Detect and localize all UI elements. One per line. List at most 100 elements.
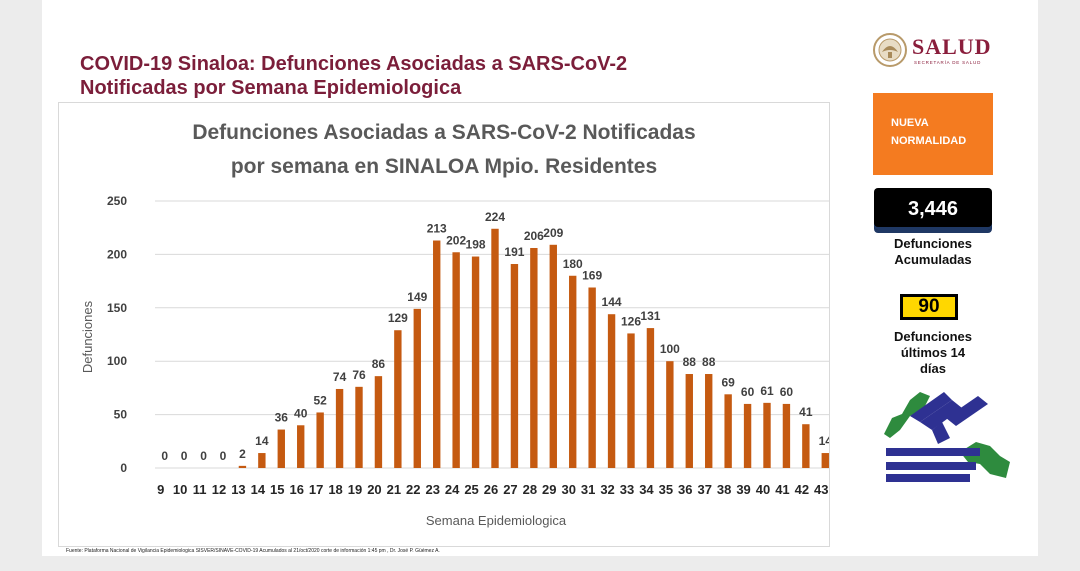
recent-deaths-value: 90 bbox=[900, 294, 958, 320]
bar bbox=[413, 308, 421, 468]
y-axis-ticks: 0 50 100 150 200 250 bbox=[107, 194, 127, 475]
slide: COVID-19 Sinaloa: Defunciones Asociadas … bbox=[42, 0, 1038, 556]
x-axis-label: Semana Epidemiologica bbox=[426, 513, 567, 528]
bars bbox=[238, 228, 829, 468]
y-axis-label: Defunciones bbox=[80, 300, 95, 373]
data-label: 76 bbox=[352, 368, 366, 382]
data-label: 52 bbox=[313, 393, 327, 407]
x-tick-label: 39 bbox=[736, 482, 750, 497]
x-tick-label: 43 bbox=[814, 482, 828, 497]
source-note: Fuente: Plataforma Nacional de Vigilanci… bbox=[66, 548, 440, 554]
data-label: 0 bbox=[220, 449, 227, 463]
bar bbox=[374, 376, 383, 468]
data-label: 0 bbox=[200, 449, 207, 463]
cumulative-label-line1: Defunciones bbox=[893, 236, 972, 251]
data-label: 206 bbox=[524, 229, 544, 243]
data-label: 131 bbox=[640, 309, 660, 323]
bar bbox=[491, 228, 499, 468]
x-tick-label: 27 bbox=[503, 482, 517, 497]
y-tick-label: 150 bbox=[107, 301, 127, 315]
cumulative-deaths-value: 3,446 bbox=[874, 188, 992, 230]
x-axis-ticks: 9 10 11 12 13 14 15 16 17 18 19 20 21 22 23 24 25 26 27 28 2… bbox=[157, 482, 828, 497]
bar bbox=[821, 453, 829, 468]
bar bbox=[549, 244, 557, 468]
cumulative-label-line2: Acumuladas bbox=[894, 252, 972, 267]
slide-title: COVID-19 Sinaloa: Defunciones Asociadas … bbox=[80, 52, 627, 100]
bar bbox=[802, 424, 810, 468]
chart-container: Defunciones Asociadas a SARS-CoV-2 Notif… bbox=[58, 102, 830, 547]
bar bbox=[316, 412, 324, 468]
x-tick-label: 29 bbox=[542, 482, 556, 497]
data-label: 14 bbox=[819, 434, 829, 448]
bar bbox=[666, 361, 674, 468]
x-tick-label: 41 bbox=[775, 482, 789, 497]
data-label: 36 bbox=[275, 411, 289, 425]
data-label: 69 bbox=[721, 375, 735, 389]
x-tick-label: 20 bbox=[367, 482, 381, 497]
bar bbox=[705, 374, 713, 468]
x-tick-label: 40 bbox=[756, 482, 770, 497]
x-tick-label: 24 bbox=[445, 482, 460, 497]
data-label: 0 bbox=[181, 449, 188, 463]
slide-title-line2: Notificadas por Semana Epidemiologica bbox=[80, 77, 462, 99]
x-tick-label: 10 bbox=[173, 482, 187, 497]
badge-line1: NUEVA bbox=[891, 117, 929, 129]
x-tick-label: 37 bbox=[697, 482, 711, 497]
x-tick-label: 11 bbox=[193, 482, 207, 497]
x-tick-label: 34 bbox=[639, 482, 654, 497]
data-label: 144 bbox=[602, 295, 622, 309]
x-tick-label: 23 bbox=[425, 482, 439, 497]
bar bbox=[685, 374, 693, 468]
bar bbox=[627, 333, 635, 468]
bar bbox=[452, 252, 460, 468]
bar bbox=[782, 403, 791, 468]
y-tick-label: 50 bbox=[114, 408, 128, 422]
x-tick-label: 18 bbox=[328, 482, 342, 497]
x-tick-label: 26 bbox=[484, 482, 498, 497]
x-tick-label: 13 bbox=[231, 482, 245, 497]
x-tick-label: 33 bbox=[620, 482, 634, 497]
bar bbox=[433, 240, 441, 468]
data-label: 224 bbox=[485, 210, 505, 224]
data-label: 129 bbox=[388, 311, 408, 325]
logo-subtitle: SECRETARÍA DE SALUD bbox=[914, 60, 982, 65]
y-tick-label: 200 bbox=[107, 247, 127, 261]
x-tick-label: 14 bbox=[251, 482, 266, 497]
x-tick-label: 19 bbox=[348, 482, 362, 497]
data-label: 191 bbox=[504, 245, 524, 259]
recent-label-line3: días bbox=[919, 361, 946, 376]
bar bbox=[394, 330, 402, 468]
badge-line2: NORMALIDAD bbox=[891, 135, 967, 147]
x-tick-label: 17 bbox=[309, 482, 323, 497]
data-label: 100 bbox=[660, 342, 680, 356]
bar-chart: Defunciones Asociadas a SARS-CoV-2 Notif… bbox=[80, 121, 829, 528]
data-label: 60 bbox=[741, 385, 755, 399]
bar bbox=[335, 388, 344, 468]
x-tick-label: 38 bbox=[717, 482, 731, 497]
bar bbox=[277, 429, 285, 468]
bar bbox=[569, 275, 577, 468]
bar bbox=[510, 264, 519, 468]
data-label: 88 bbox=[702, 355, 716, 369]
bar bbox=[530, 247, 538, 468]
x-tick-label: 28 bbox=[523, 482, 537, 497]
data-label: 40 bbox=[294, 406, 308, 420]
sinaloa-emblem-icon bbox=[884, 392, 1010, 482]
data-label: 209 bbox=[543, 226, 563, 240]
x-tick-label: 42 bbox=[795, 482, 809, 497]
y-tick-label: 250 bbox=[107, 194, 127, 208]
data-label: 41 bbox=[799, 405, 813, 419]
bar bbox=[763, 402, 771, 468]
data-label: 126 bbox=[621, 314, 641, 328]
x-tick-label: 21 bbox=[387, 482, 401, 497]
data-label: 0 bbox=[161, 449, 168, 463]
bar bbox=[607, 314, 616, 468]
data-label: 198 bbox=[466, 238, 486, 252]
cumulative-deaths-label: Defunciones Acumuladas bbox=[874, 236, 992, 268]
bar bbox=[743, 403, 752, 468]
data-label: 180 bbox=[563, 257, 583, 271]
x-tick-label: 35 bbox=[659, 482, 673, 497]
data-label: 14 bbox=[255, 434, 269, 448]
y-tick-label: 0 bbox=[120, 461, 127, 475]
